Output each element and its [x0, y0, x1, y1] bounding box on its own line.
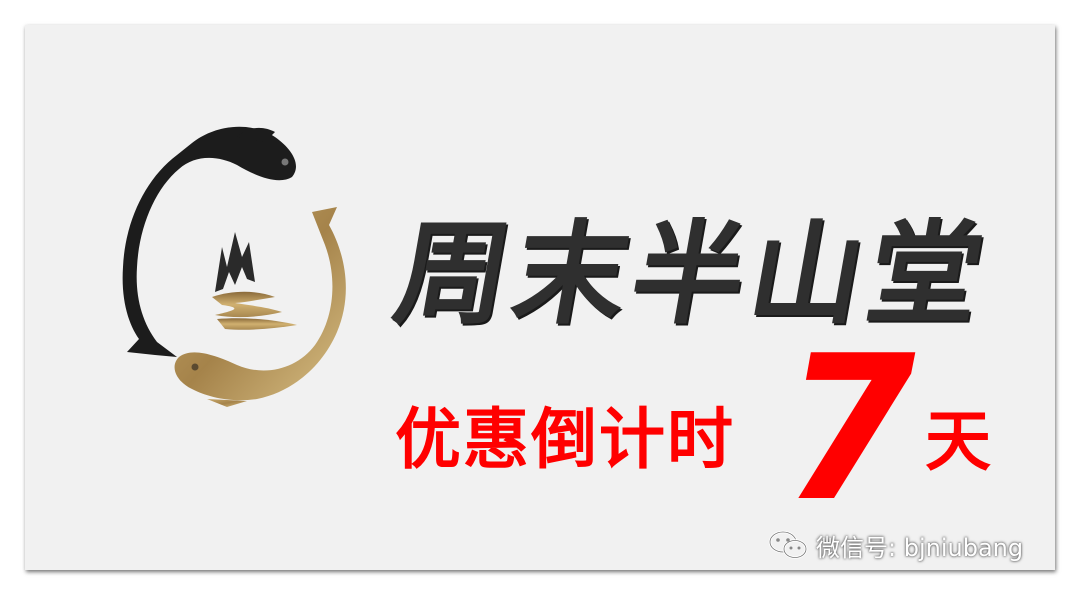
poster-card: 周末半山堂 优惠倒计时 7 天 微信号: bjniubang: [25, 25, 1055, 570]
wechat-icon: [768, 530, 808, 559]
mountain-ink-icon: [212, 232, 297, 330]
countdown-days-number: 7: [783, 313, 916, 546]
wechat-id-text: 微信号: bjniubang: [816, 533, 1024, 562]
brand-title: 周末半山堂: [385, 209, 999, 340]
promo-countdown-label: 优惠倒计时: [395, 401, 735, 478]
wechat-watermark: 微信号: bjniubang: [768, 528, 1023, 562]
black-fish-icon: [122, 126, 296, 357]
countdown-days-unit: 天: [925, 403, 991, 480]
gold-fish-icon: [174, 207, 346, 407]
fish-circle-logo: [122, 126, 346, 407]
